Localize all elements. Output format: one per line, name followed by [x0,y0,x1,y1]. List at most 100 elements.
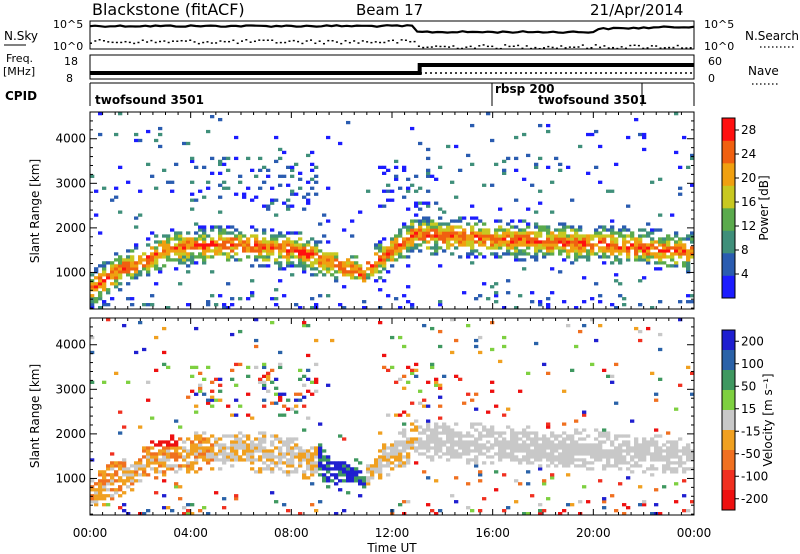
heatmap-cell [502,446,507,450]
heatmap-cell [270,228,275,232]
velocity-colorbar-label: Velocity [m s⁻¹] [761,373,775,466]
heatmap-cell [202,246,207,250]
heatmap-cell [578,240,583,244]
heatmap-cell [614,249,619,253]
heatmap-cell [578,225,583,229]
heatmap-cell [646,249,651,253]
heatmap-cell [178,231,183,235]
heatmap-cell [450,219,455,223]
heatmap-cell [262,258,267,262]
heatmap-cell [222,162,227,167]
heatmap-cell [558,446,563,450]
heatmap-cell [566,323,571,328]
heatmap-cell [94,213,99,217]
heatmap-cell [438,437,443,441]
nsearch-dot [279,41,282,44]
heatmap-cell [326,479,331,483]
heatmap-cell [274,246,279,250]
heatmap-cell [234,452,239,456]
heatmap-cell [522,431,527,435]
heatmap-cell [150,261,155,265]
heatmap-cell [146,452,151,456]
heatmap-cell [494,488,499,492]
heatmap-cell [658,213,663,217]
nsearch-dot [668,46,671,49]
heatmap-cell [386,464,391,468]
heatmap-cell [142,473,147,477]
heatmap-cell [250,461,255,465]
heatmap-cell [538,240,543,244]
heatmap-cell [642,443,647,447]
heatmap-cell [414,440,419,444]
heatmap-cell [158,126,163,131]
nsky-line [89,24,695,34]
heatmap-cell [142,512,147,516]
heatmap-cell [526,225,531,229]
heatmap-cell [270,461,275,465]
heatmap-cell [118,276,123,280]
heatmap-cell [298,186,303,190]
heatmap-cell [350,473,355,477]
heatmap-cell [314,467,319,471]
heatmap-cell [458,443,463,447]
heatmap-cell [590,297,595,301]
heatmap-cell [310,461,315,465]
heatmap-cell [90,497,95,501]
heatmap-cell [286,207,291,211]
heatmap-cell [206,129,211,134]
heatmap-cell [574,452,579,456]
heatmap-cell [314,470,319,474]
heatmap-cell [690,255,695,259]
heatmap-cell [154,246,159,250]
heatmap-cell [294,249,299,253]
heatmap-cell [410,237,415,241]
heatmap-cell [634,237,639,241]
heatmap-cell [150,231,155,235]
heatmap-cell [194,255,199,259]
heatmap-cell [570,261,575,265]
heatmap-cell [342,261,347,265]
heatmap-cell [202,228,207,232]
heatmap-cell [430,237,435,241]
heatmap-cell [134,261,139,265]
heatmap-cell [194,470,199,474]
nsearch-dot [409,40,412,43]
heatmap-cell [406,225,411,229]
heatmap-cell [94,288,99,292]
heatmap-cell [486,237,491,241]
heatmap-cell [674,264,679,268]
heatmap-cell [658,255,663,259]
heatmap-cell [590,246,595,250]
power-x-ticks [89,112,695,309]
heatmap-cell [662,243,667,247]
heatmap-cell [386,189,391,193]
heatmap-cell [278,183,283,187]
nsearch-tick-top: 10^5 [704,18,734,31]
nsearch-dot [603,45,606,47]
heatmap-cell [498,434,503,438]
heatmap-cell [110,282,115,286]
heatmap-cell [210,395,215,399]
heatmap-cell [334,461,339,465]
heatmap-cell [542,362,547,367]
heatmap-cell [678,165,683,170]
heatmap-cell [678,246,683,250]
heatmap-cell [138,467,143,471]
velocity-colorbar-swatch [722,410,735,431]
heatmap-cell [186,395,191,399]
heatmap-cell [274,243,279,247]
heatmap-cell [106,464,111,468]
heatmap-cell [118,506,123,510]
heatmap-cell [382,255,387,259]
heatmap-cell [618,467,623,471]
heatmap-cell [386,252,391,256]
heatmap-cell [662,485,667,489]
heatmap-cell [258,380,263,384]
heatmap-cell [562,446,567,450]
heatmap-cell [398,413,403,417]
heatmap-cell [106,473,111,477]
heatmap-cell [418,186,423,190]
heatmap-cell [678,186,683,190]
heatmap-cell [626,476,631,480]
heatmap-cell [262,228,267,232]
